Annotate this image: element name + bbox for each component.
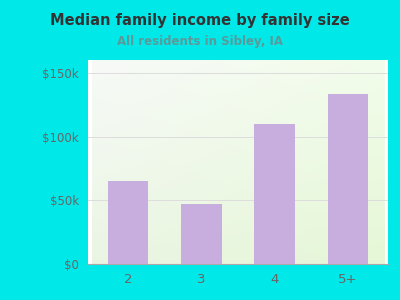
Text: Median family income by family size: Median family income by family size (50, 14, 350, 28)
Bar (181, 204, 222, 264)
Bar (108, 181, 148, 264)
Bar (254, 124, 295, 264)
Text: All residents in Sibley, IA: All residents in Sibley, IA (117, 34, 283, 47)
Bar (328, 94, 368, 264)
